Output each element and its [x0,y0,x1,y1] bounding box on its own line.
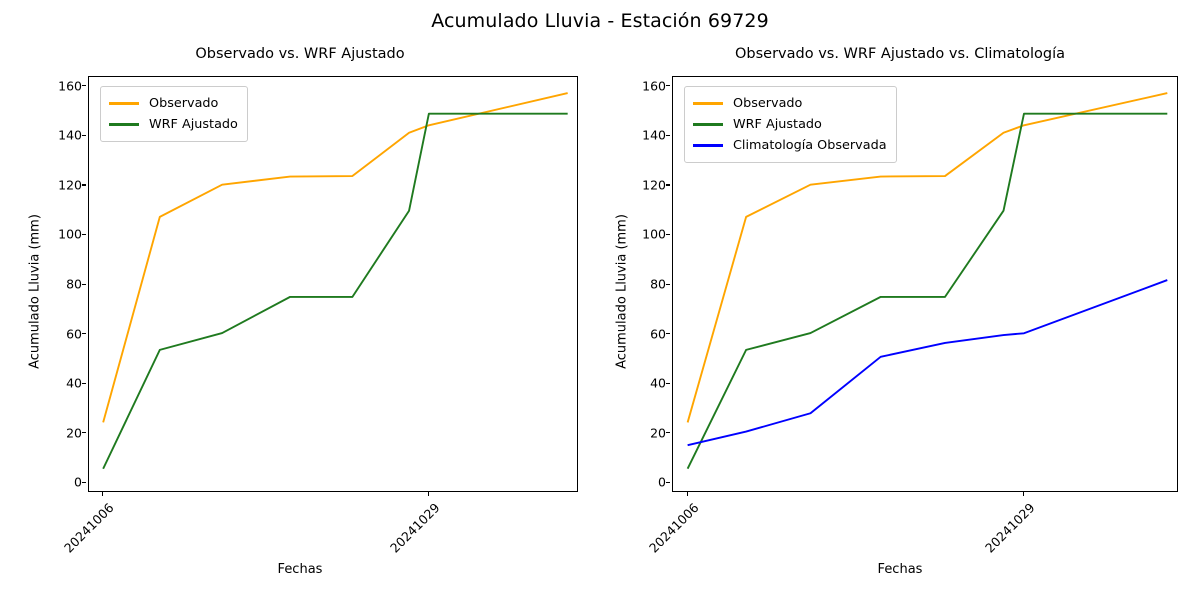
left-y-axis: 0 20 40 60 80 100 120 140 160 [0,76,86,492]
subplot-right-title: Observado vs. WRF Ajustado vs. Climatolo… [735,46,1065,62]
subplot-left: Observado vs. WRF Ajustado 0 20 40 60 80 100 1… [0,46,578,577]
right-xtick-label: 20241006 [645,500,702,556]
legend-color-swatch [693,144,723,147]
left-ytick-label: 140 [58,127,82,143]
right-ytick-mark [666,481,670,483]
legend-item[interactable]: Observado [109,93,238,114]
right-xtick-mark [1022,492,1025,496]
left-ytick-label: 80 [66,276,82,292]
left-ytick-label: 60 [66,326,82,342]
right-ytick-mark [666,333,670,335]
left-series-svg [102,92,568,470]
left-y-axis-label: Acumulado Lluvia (mm) [27,214,43,369]
legend-item[interactable]: Observado [693,93,887,114]
subplot-left-title: Observado vs. WRF Ajustado [195,46,405,62]
left-xtick-mark [427,492,429,496]
left-ytick-label: 20 [66,425,82,441]
right-x-axis-label: Fechas [877,562,923,577]
legend-item[interactable]: WRF Ajustado [693,114,887,135]
legend-item-label: Climatología Observada [733,138,887,153]
right-series-svg [686,92,1168,470]
right-ytick-label: 120 [642,177,666,193]
legend-color-swatch [693,102,723,105]
legend-item[interactable]: WRF Ajustado [109,114,238,135]
left-legend: Observado WRF Ajustado [100,86,248,142]
right-ytick-label: 140 [642,127,666,143]
right-xtick-label: 20241029 [981,500,1038,556]
left-ytick-mark [82,233,86,236]
left-xtick-label: 20241006 [61,500,117,556]
legend-color-swatch [109,102,139,105]
figure-title: Acumulado Lluvia - Estación 69729 [431,10,769,32]
right-ytick-mark [666,283,670,285]
left-ytick-mark [82,333,86,335]
left-ytick-mark [82,85,86,87]
legend-item-label: WRF Ajustado [733,117,822,132]
right-y-axis: 0 20 40 60 80 100 120 140 160 [600,76,670,492]
right-ytick-label: 0 [658,474,666,490]
legend-item[interactable]: Climatología Observada [693,135,887,156]
left-xtick-mark [102,492,104,496]
legend-item-label: Observado [149,96,219,111]
left-ytick-label: 100 [58,226,82,242]
left-x-axis-label: Fechas [277,562,323,577]
right-ytick-mark [666,85,670,87]
legend-color-swatch [693,123,723,126]
left-line-observado [102,92,568,423]
left-ytick-mark [82,481,86,483]
right-xtick-mark [686,492,688,496]
legend-item-label: Observado [733,96,803,111]
left-ytick-label: 40 [66,375,82,391]
right-y-axis-label: Acumulado Lluvia (mm) [614,214,630,369]
right-line-wrf-ajustado [686,112,1168,470]
right-ytick-label: 40 [650,375,666,391]
right-ytick-mark [666,184,670,186]
right-ytick-label: 80 [650,276,666,292]
right-ytick-mark [666,382,670,384]
right-ytick-mark [666,432,670,434]
legend-color-swatch [109,123,139,126]
right-ytick-label: 60 [650,326,666,342]
left-ytick-label: 0 [74,474,82,490]
right-ytick-label: 100 [642,226,666,242]
left-line-wrf-ajustado [102,112,568,470]
right-ytick-mark [666,134,670,137]
right-line-climatolog-a-observada [687,279,1168,447]
legend-item-label: WRF Ajustado [149,117,238,132]
left-plot-area [88,76,578,492]
left-ytick-mark [82,184,86,186]
left-ytick-mark [82,432,86,434]
right-ytick-mark [666,233,670,236]
right-ytick-label: 160 [642,78,666,94]
right-plot-area [672,76,1178,492]
left-ytick-label: 160 [58,78,82,94]
left-ytick-label: 120 [58,177,82,193]
right-ytick-label: 20 [650,425,666,441]
subplot-right: Observado vs. WRF Ajustado vs. Climatolo… [600,0,1200,600]
left-ytick-mark [82,134,86,137]
left-ytick-mark [82,382,86,384]
left-ytick-mark [82,283,86,285]
right-legend: Observado WRF Ajustado Climatología Observ… [684,86,897,163]
left-xtick-label: 20241029 [386,500,443,556]
